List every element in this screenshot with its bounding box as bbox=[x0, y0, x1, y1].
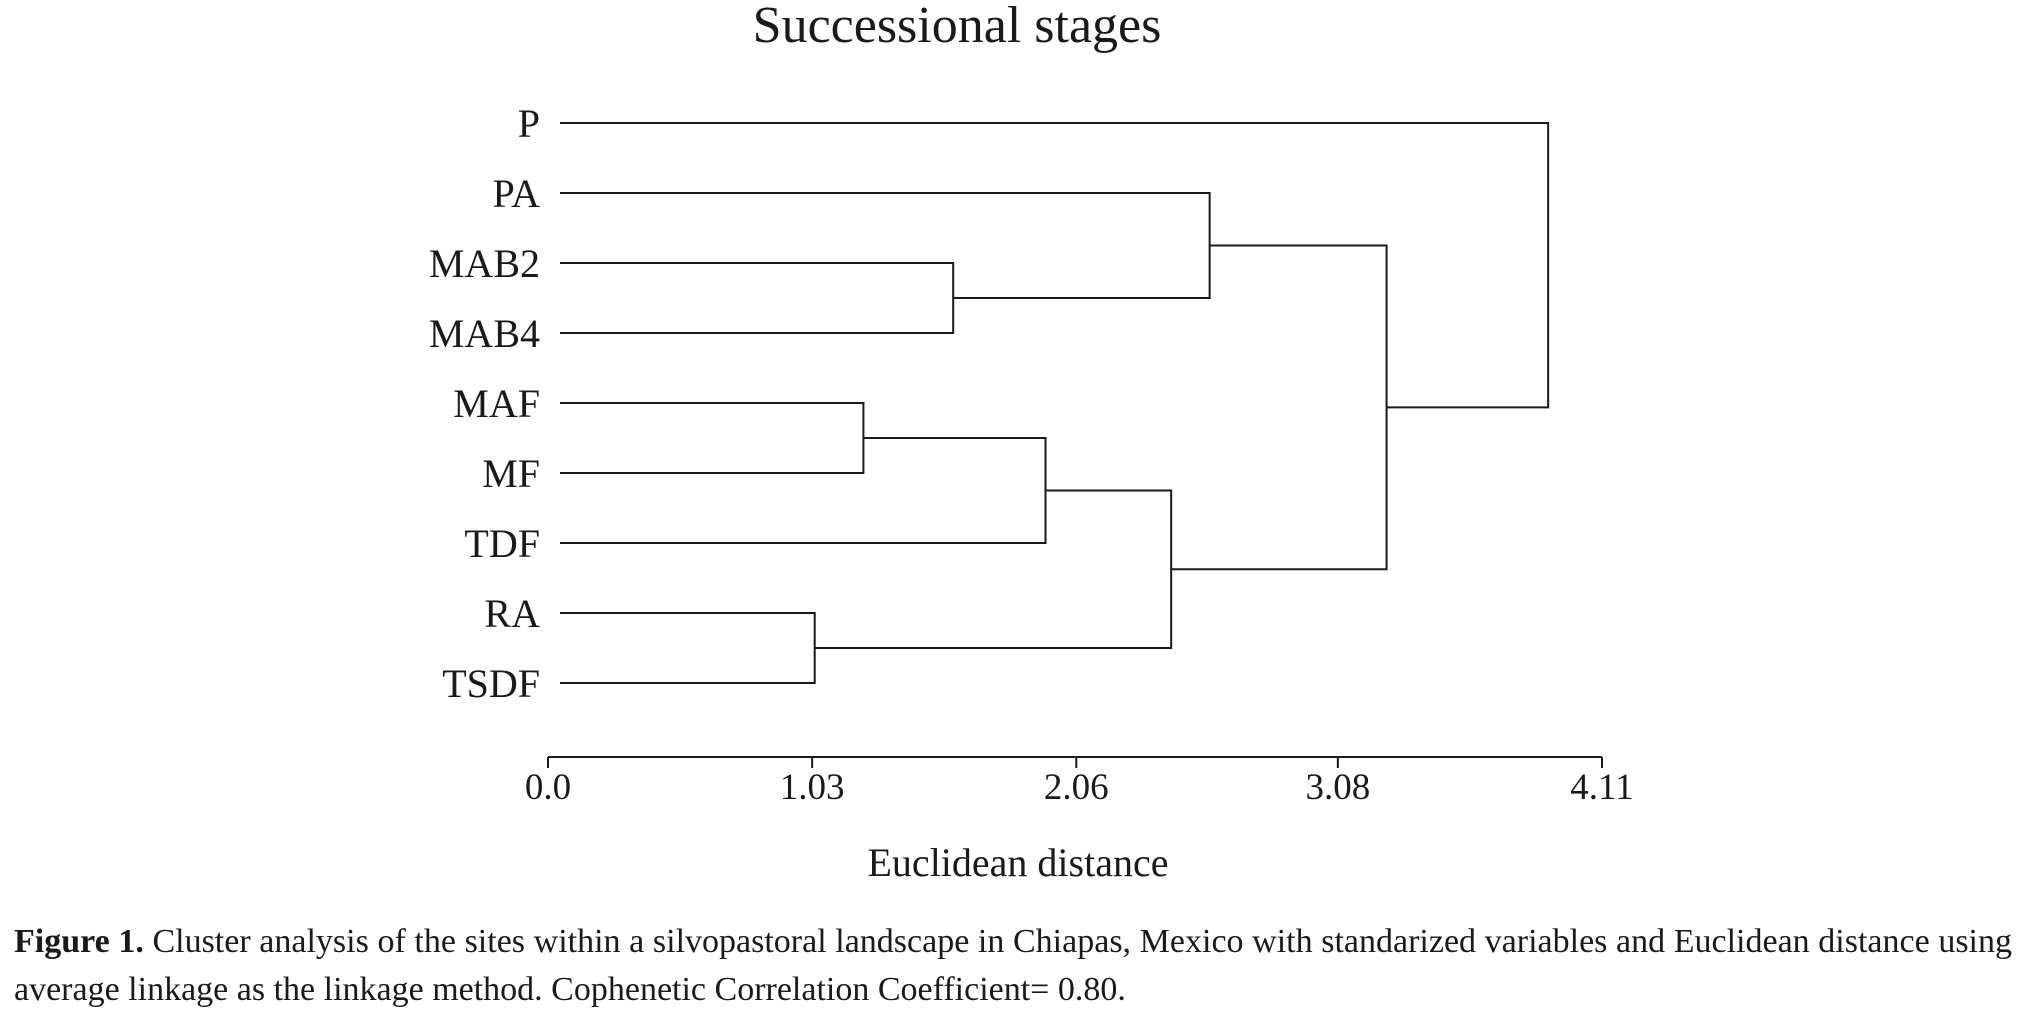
leaf-labels: P PA MAB2 MAB4 MAF MF TDF RA TSDF bbox=[429, 101, 540, 706]
merge-link-c7 bbox=[1171, 244, 1388, 571]
chart-title: Successional stages bbox=[753, 0, 1162, 54]
merge-link-c4 bbox=[560, 437, 1047, 544]
leaf-label-maf: MAF bbox=[453, 381, 540, 426]
merge-link-c2 bbox=[560, 402, 865, 474]
leaf-label-tdf: TDF bbox=[464, 521, 540, 566]
leaf-label-tsdf: TSDF bbox=[442, 661, 540, 706]
x-axis: 0.0 1.03 2.06 3.08 4.11 bbox=[525, 756, 1634, 808]
x-tick-label-1: 1.03 bbox=[780, 767, 845, 808]
merge-link-c8 bbox=[560, 122, 1550, 409]
caption-label: Figure 1. bbox=[14, 923, 144, 960]
merge-link-c1 bbox=[560, 612, 816, 684]
x-axis-label: Euclidean distance bbox=[868, 840, 1169, 885]
merge-link-c6 bbox=[560, 192, 1211, 299]
leaf-label-mf: MF bbox=[482, 451, 540, 496]
leaf-label-pa: PA bbox=[493, 171, 541, 216]
x-tick-label-2: 2.06 bbox=[1044, 767, 1109, 808]
x-tick-label-0: 0.0 bbox=[525, 767, 571, 808]
leaf-label-ra: RA bbox=[484, 591, 540, 636]
leaf-label-p: P bbox=[518, 101, 540, 146]
figure-caption: Figure 1. Cluster analysis of the sites … bbox=[14, 918, 2012, 1014]
x-tick-label-4: 4.11 bbox=[1570, 767, 1633, 808]
merge-link-c5 bbox=[814, 489, 1173, 649]
x-tick-label-3: 3.08 bbox=[1305, 767, 1370, 808]
leaf-label-mab4: MAB4 bbox=[429, 311, 540, 356]
caption-text: Cluster analysis of the sites within a s… bbox=[14, 923, 2012, 1008]
dendrogram-links bbox=[560, 122, 1550, 684]
leaf-label-mab2: MAB2 bbox=[429, 241, 540, 286]
merge-link-c3 bbox=[560, 262, 955, 334]
